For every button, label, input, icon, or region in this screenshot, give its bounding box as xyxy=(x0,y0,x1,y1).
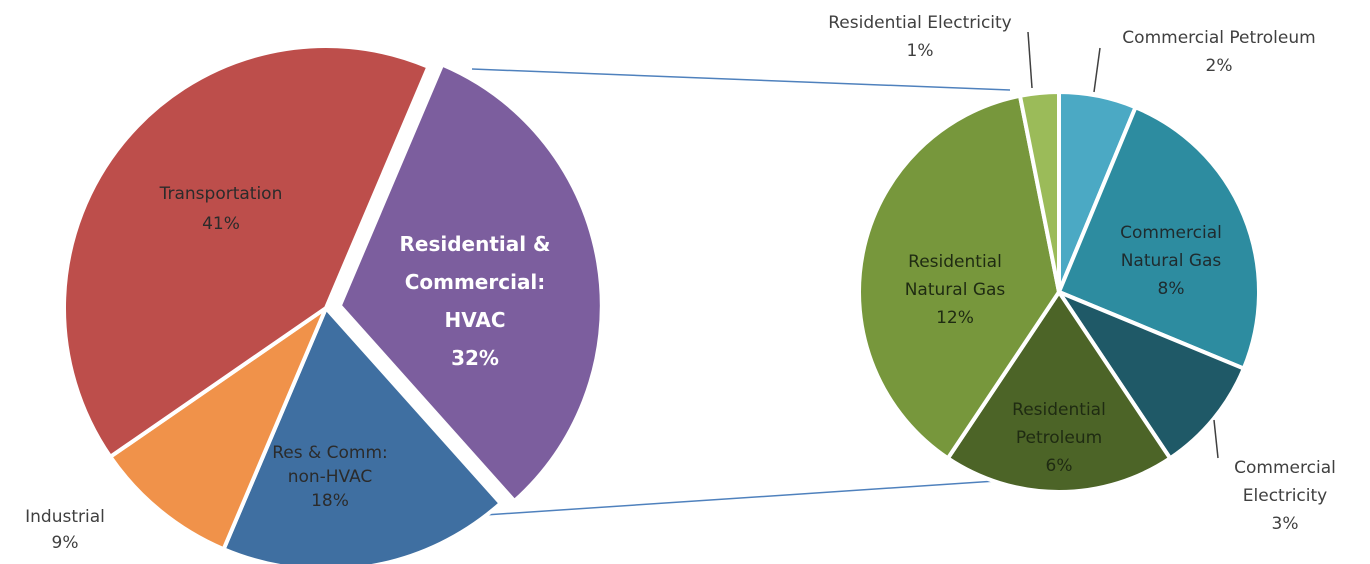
label-residential-petroleum-line: Residential xyxy=(1012,400,1106,420)
pct-residential-petroleum: 6% xyxy=(1046,456,1073,476)
slice-commercial-natural-gas xyxy=(1057,105,1261,371)
label-commercial-electricity-line: Commercial xyxy=(1234,458,1336,478)
label-commercial-petroleum: Commercial Petroleum 2% xyxy=(1122,28,1315,76)
label-commercial-electricity: Commercial Electricity 3% xyxy=(1234,458,1336,534)
connector-bottom xyxy=(469,480,997,517)
label-residential-commercial-hvac: Residential & Commercial: HVAC 32% xyxy=(399,232,550,370)
chart-labels: Residential & Commercial: HVAC 32% Res & Com… xyxy=(25,13,1336,553)
label-res-comm-non-hvac: Res & Comm: non-HVAC 18% xyxy=(272,443,388,511)
label-residential-commercial-hvac-line: Commercial: xyxy=(405,270,546,294)
slice-residential-petroleum xyxy=(945,290,1173,494)
label-transportation: Transportation 41% xyxy=(159,184,283,234)
label-residential-commercial-hvac-line: Residential & xyxy=(399,232,550,256)
slice-transportation xyxy=(62,44,431,459)
leader-commercial-electricity xyxy=(1213,419,1219,459)
label-industrial: Industrial 9% xyxy=(25,507,105,553)
slice-res-comm-non-hvac xyxy=(221,306,503,564)
pct-commercial-petroleum: 2% xyxy=(1206,56,1233,76)
label-commercial-natural-gas-line: Commercial xyxy=(1120,223,1222,243)
pct-residential-electricity: 1% xyxy=(907,41,934,61)
label-commercial-natural-gas-line: Natural Gas xyxy=(1121,251,1222,271)
pct-transportation: 41% xyxy=(202,214,240,234)
label-commercial-petroleum-line: Commercial Petroleum xyxy=(1122,28,1315,48)
main-pie xyxy=(62,44,604,564)
pct-residential-commercial-hvac: 32% xyxy=(451,346,499,370)
label-residential-petroleum: Residential Petroleum 6% xyxy=(1012,400,1106,476)
pct-commercial-natural-gas: 8% xyxy=(1158,279,1185,299)
pct-industrial: 9% xyxy=(52,533,79,553)
label-residential-natural-gas: Residential Natural Gas 12% xyxy=(905,252,1006,328)
label-res-comm-non-hvac-line: Res & Comm: xyxy=(272,443,388,463)
label-industrial-line: Industrial xyxy=(25,507,105,527)
connector-top xyxy=(471,68,1011,91)
detail-pie xyxy=(857,90,1261,494)
pct-res-comm-non-hvac: 18% xyxy=(311,491,349,511)
label-residential-natural-gas-line: Natural Gas xyxy=(905,280,1006,300)
label-residential-electricity: Residential Electricity 1% xyxy=(828,13,1012,61)
label-residential-electricity-line: Residential Electricity xyxy=(828,13,1012,33)
label-commercial-electricity-line: Electricity xyxy=(1243,486,1327,506)
pct-residential-natural-gas: 12% xyxy=(936,308,974,328)
label-residential-natural-gas-line: Residential xyxy=(908,252,1002,272)
leader-commercial-petroleum xyxy=(1093,47,1101,93)
slice-residential-commercial-hvac xyxy=(337,62,604,504)
label-residential-commercial-hvac-line: HVAC xyxy=(444,308,505,332)
label-residential-petroleum-line: Petroleum xyxy=(1016,428,1102,448)
slice-residential-natural-gas xyxy=(857,93,1061,461)
bar-of-pie-connectors xyxy=(469,68,1011,517)
slice-industrial xyxy=(108,306,328,552)
label-commercial-natural-gas: Commercial Natural Gas 8% xyxy=(1120,223,1222,299)
slice-commercial-electricity xyxy=(1057,290,1246,461)
pct-commercial-electricity: 3% xyxy=(1272,514,1299,534)
leader-residential-electricity xyxy=(1027,31,1033,89)
slice-residential-electricity xyxy=(1017,90,1061,294)
label-res-comm-non-hvac-line: non-HVAC xyxy=(288,467,373,487)
label-transportation-line: Transportation xyxy=(159,184,283,204)
